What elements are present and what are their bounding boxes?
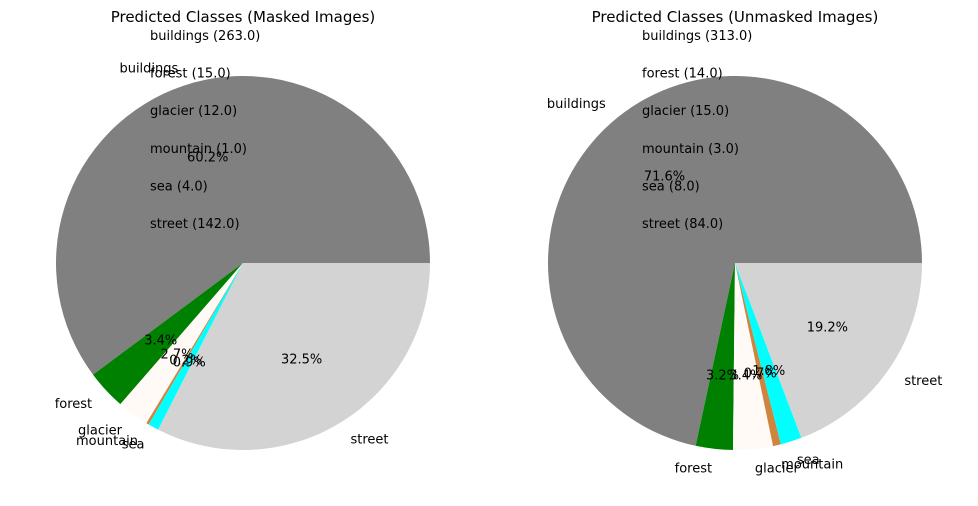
percent-label-glacier: 2.7% [160, 348, 193, 363]
percent-label-sea: 1.8% [752, 364, 785, 379]
pie-wedge-sea [735, 263, 802, 445]
count-annotation-mountain: mountain (3.0) [642, 142, 739, 157]
wedges [548, 76, 922, 450]
count-annotation-street: street (84.0) [642, 217, 723, 232]
wedge-label-glacier: glacier [78, 423, 123, 438]
pie-wedge-street [735, 263, 922, 438]
pie-wedge-glacier [120, 263, 243, 424]
percent-label-sea: 0.9% [173, 355, 206, 370]
count-annotations: buildings (263.0) forest (15.0) glacier (1… [150, 29, 260, 232]
pie-wedge-forest [695, 263, 735, 450]
count-annotation-glacier: glacier (12.0) [150, 104, 237, 119]
count-annotation-mountain: mountain (1.0) [150, 142, 247, 157]
wedge-label-buildings: buildings [119, 62, 178, 77]
pie-chart-masked: Predicted Classes (Masked Images) buildin… [55, 8, 430, 453]
pie-wedge-buildings [55, 75, 430, 375]
percent-label-mountain: 0.7% [744, 366, 777, 381]
wedge-label-forest: forest [675, 461, 712, 476]
chart-title: Predicted Classes (Unmasked Images) [592, 8, 879, 26]
count-annotation-buildings: buildings (313.0) [642, 29, 752, 44]
percent-label-street: 19.2% [807, 321, 848, 336]
count-annotation-buildings: buildings (263.0) [150, 29, 260, 44]
percent-label-buildings: 71.6% [644, 170, 685, 185]
pie-wedge-buildings [548, 76, 922, 446]
pie-wedge-mountain [735, 263, 781, 447]
count-annotation-glacier: glacier (15.0) [642, 104, 729, 119]
wedge-label-sea: sea [797, 453, 820, 468]
pie-wedge-mountain [146, 263, 243, 425]
labels: buildings 71.6% forest 3.2% glacier 3.4% mount… [547, 97, 942, 477]
pie-wedge-street [158, 263, 430, 450]
wedge-label-sea: sea [122, 438, 145, 453]
percent-label-mountain: 0.2% [169, 353, 202, 368]
percent-label-forest: 3.4% [144, 333, 177, 348]
wedge-label-street: street [904, 374, 942, 389]
percent-label-glacier: 3.4% [729, 369, 762, 384]
count-annotation-sea: sea (8.0) [642, 179, 700, 194]
wedge-label-street: street [351, 432, 389, 447]
count-annotation-forest: forest (14.0) [642, 67, 723, 82]
count-annotations: buildings (313.0) forest (14.0) glacier (1… [642, 29, 752, 232]
wedge-label-glacier: glacier [755, 462, 800, 477]
wedges [55, 75, 430, 450]
pie-wedge-sea [148, 263, 243, 430]
percent-label-forest: 3.2% [706, 369, 739, 384]
percent-label-buildings: 60.2% [187, 150, 228, 165]
percent-label-street: 32.5% [281, 353, 322, 368]
pie-wedge-glacier [732, 263, 774, 450]
chart-title: Predicted Classes (Masked Images) [111, 8, 376, 26]
count-annotation-street: street (142.0) [150, 217, 240, 232]
pie-chart-unmasked: Predicted Classes (Unmasked Images) build… [547, 8, 942, 477]
labels: buildings 60.2% forest 3.4% glacier 2.7% mount… [55, 62, 389, 453]
count-annotation-sea: sea (4.0) [150, 179, 208, 194]
wedge-label-mountain: mountain [781, 457, 843, 472]
wedge-label-buildings: buildings [547, 97, 606, 112]
wedge-label-forest: forest [55, 397, 92, 412]
pie-wedge-forest [92, 263, 243, 405]
wedge-label-mountain: mountain [76, 434, 138, 449]
count-annotation-forest: forest (15.0) [150, 67, 231, 82]
